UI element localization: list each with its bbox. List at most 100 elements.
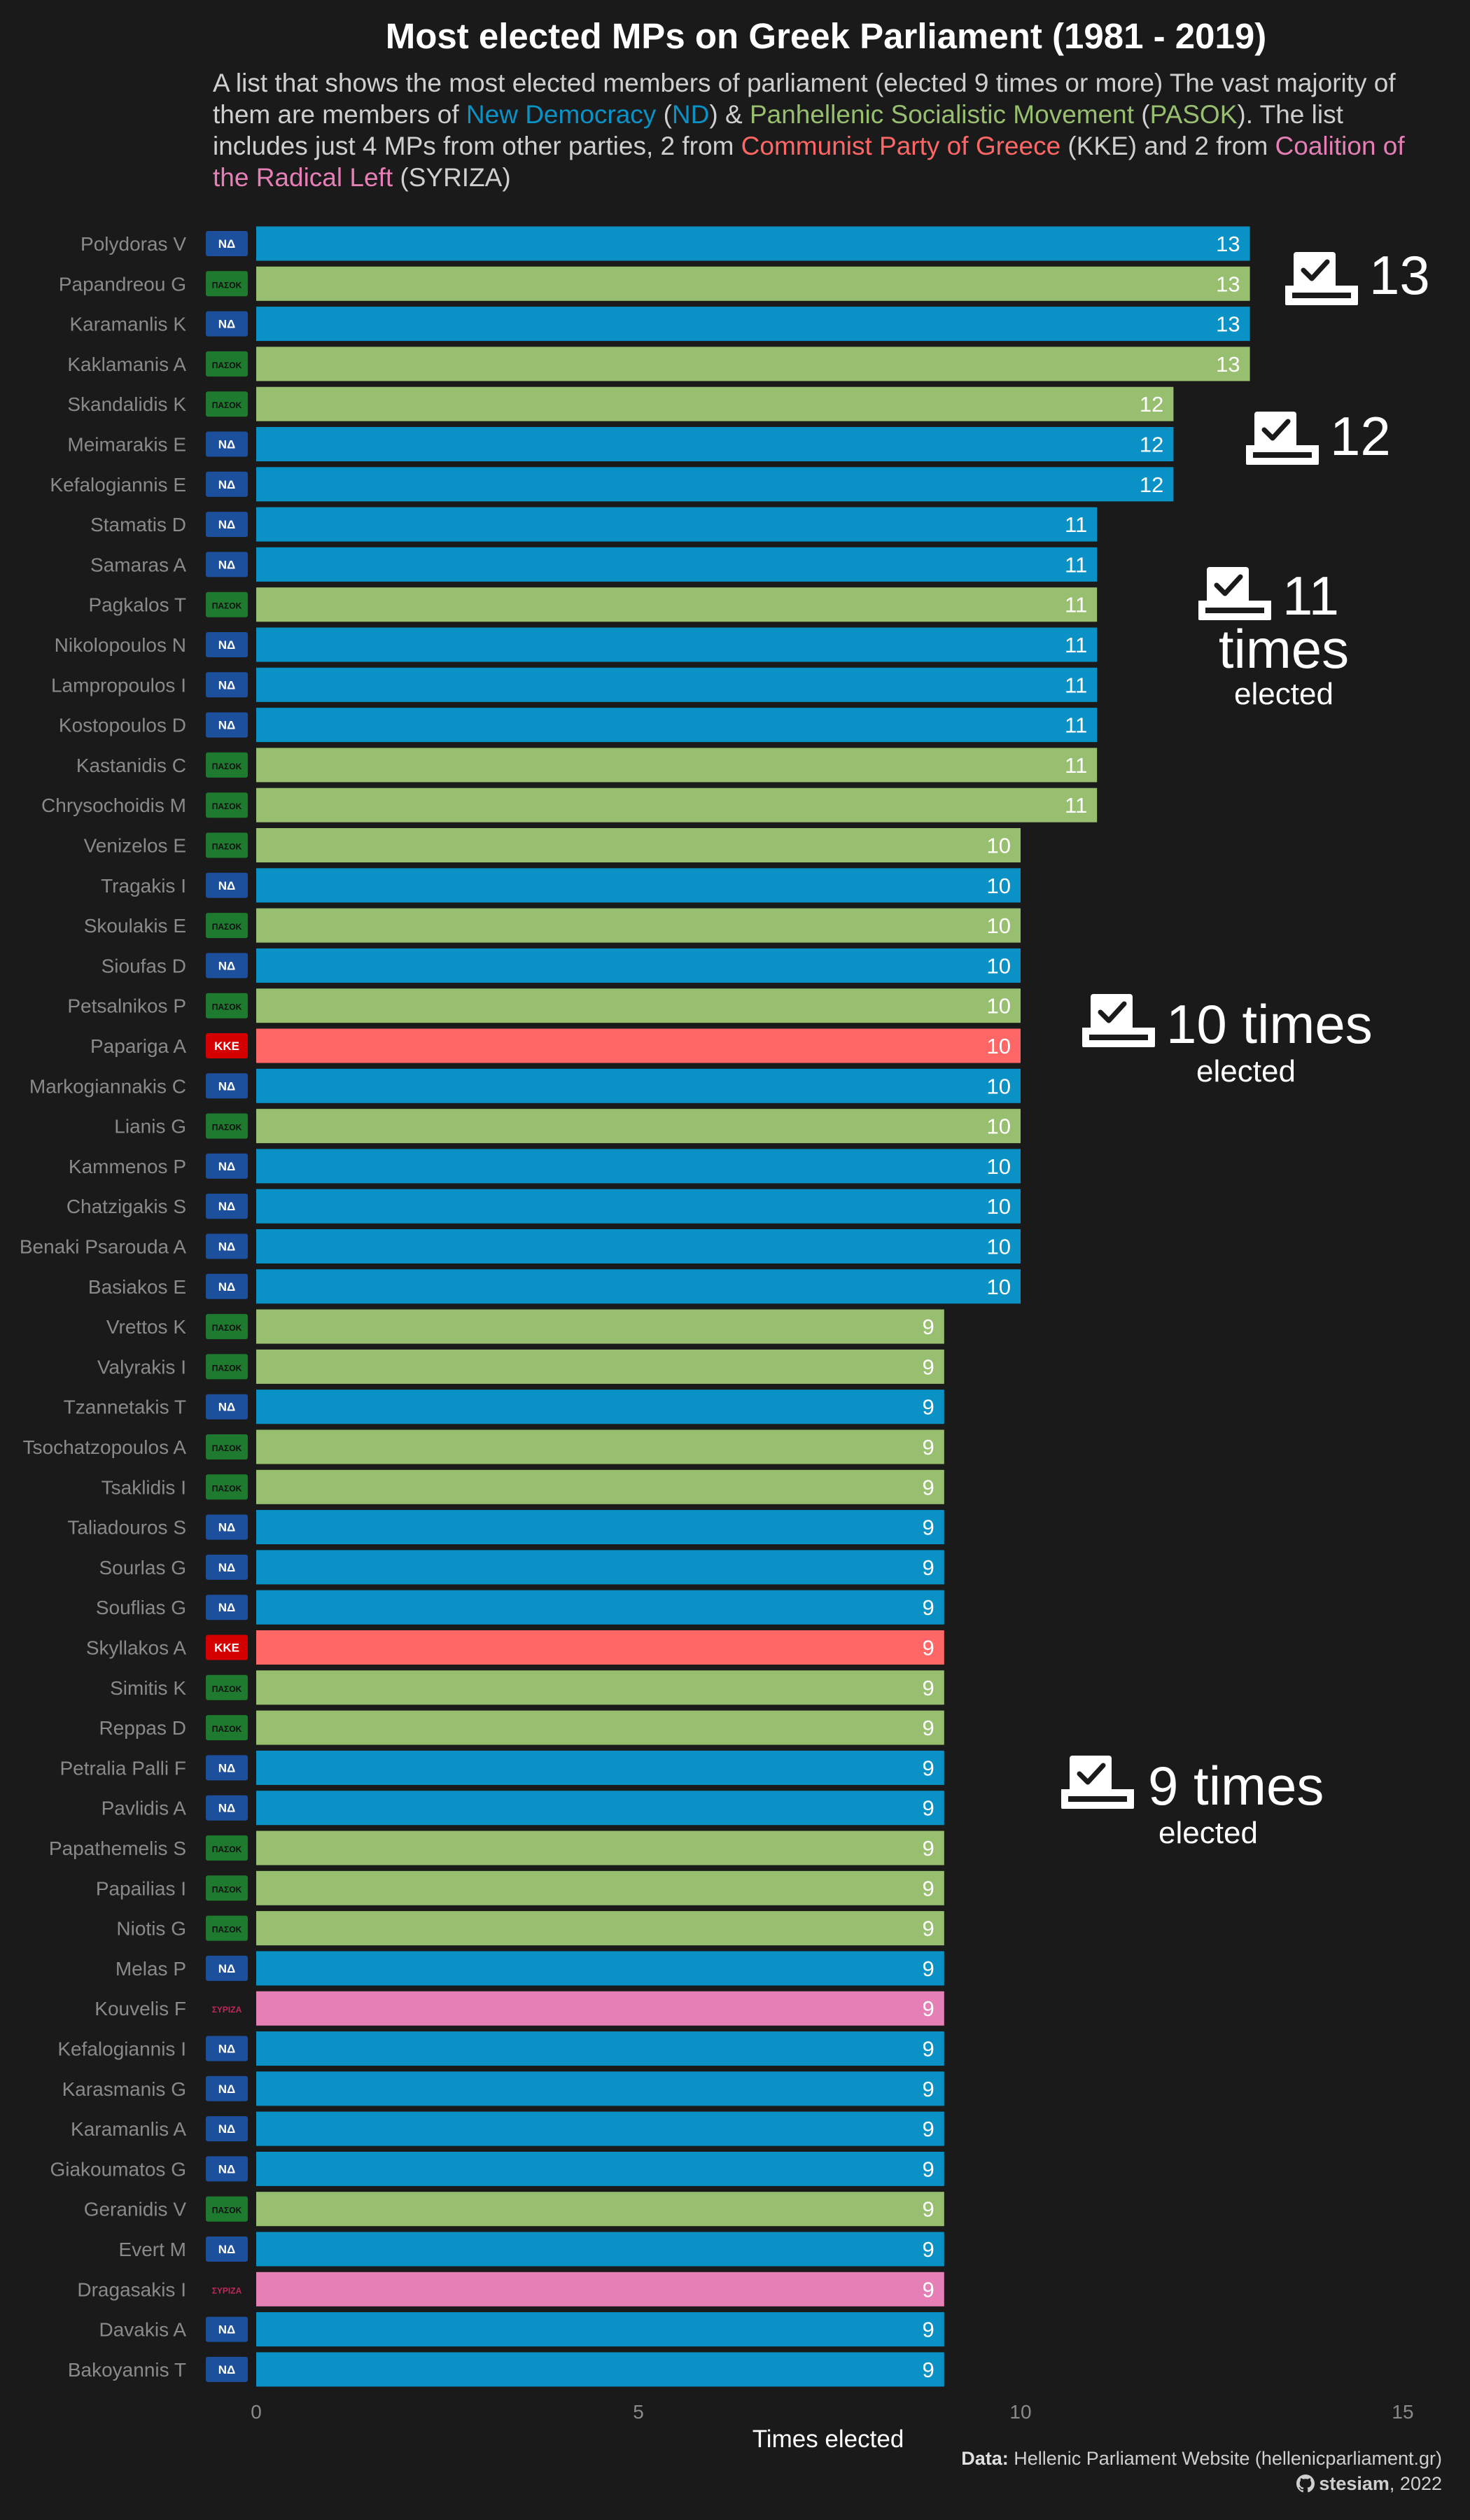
bar-value-label: 9 — [923, 2157, 934, 2181]
mp-name-label: Tsochatzopoulos A — [23, 1436, 187, 1458]
bar — [256, 1791, 944, 1826]
party-logo-icon: ΠΑΣΟΚ — [206, 993, 248, 1018]
bar-value-label: 10 — [987, 953, 1011, 978]
party-logo-icon: ΠΑΣΟΚ — [206, 752, 248, 778]
party-logo-badge — [206, 1595, 248, 1620]
party-logo-icon: ΠΑΣΟΚ — [206, 592, 248, 617]
party-logo-badge — [206, 993, 248, 1018]
party-logo-text: ΝΔ — [218, 478, 236, 491]
party-logo-text: ΝΔ — [218, 1962, 236, 1975]
party-logo-icon: ΠΑΣΟΚ — [206, 1915, 248, 1941]
party-logo-icon: ΣΥΡΙΖΑ — [206, 2276, 248, 2302]
party-logo-icon: ΝΔ — [206, 2076, 248, 2101]
party-logo-badge — [206, 953, 248, 979]
party-logo-icon: ΠΑΣΟΚ — [206, 2196, 248, 2222]
data-source: Data: Hellenic Parliament Website (helle… — [961, 2448, 1442, 2470]
bar — [256, 1710, 944, 1745]
party-logo-text: ΠΑΣΟΚ — [212, 922, 242, 932]
author-credit: stesiam, 2022 — [1296, 2473, 1442, 2495]
party-logo-text: ΠΑΣΟΚ — [212, 601, 242, 611]
bar — [256, 667, 1098, 702]
party-logo-badge — [206, 391, 248, 417]
party-logo-badge — [206, 752, 248, 778]
party-logo-badge — [206, 1835, 248, 1861]
party-logo-badge — [206, 1674, 248, 1700]
mp-name-label: Melas P — [115, 1958, 186, 1980]
subtitle-pasok-name: Panhellenic Socialistic Movement — [749, 100, 1135, 129]
party-logo-badge — [206, 2116, 248, 2142]
party-logo-text: ΝΔ — [218, 237, 236, 251]
party-logo-badge — [206, 1434, 248, 1460]
bar-value-label: 9 — [923, 1676, 934, 1700]
party-logo-icon: ΝΔ — [206, 1394, 248, 1420]
mp-name-label: Reppas D — [99, 1717, 186, 1739]
party-logo-icon: ΝΔ — [206, 1273, 248, 1299]
mp-name-label: Bakoyannis T — [68, 2359, 186, 2381]
bar — [256, 988, 1021, 1023]
party-logo-icon: ΚΚΕ — [206, 1033, 248, 1058]
bar-value-label: 9 — [923, 1435, 934, 1460]
bar — [256, 1109, 1021, 1144]
bar — [256, 266, 1250, 301]
bar-value-label: 9 — [923, 1395, 934, 1420]
party-logo-text: ΝΔ — [218, 2323, 236, 2337]
party-logo-badge — [206, 792, 248, 818]
bar — [256, 2071, 944, 2106]
party-logo-text: ΠΑΣΟΚ — [212, 1123, 242, 1133]
source-text: Hellenic Parliament Website (hellenicpar… — [1014, 2448, 1442, 2469]
mp-name-label: Meimarakis E — [67, 434, 186, 456]
ballot-box-icon — [1285, 252, 1358, 305]
mp-name-label: Papathemelis S — [49, 1837, 186, 1859]
party-logo-badge — [206, 872, 248, 898]
party-logo-text: ΝΔ — [218, 1280, 236, 1294]
party-logo-text: ΝΔ — [218, 558, 236, 571]
mp-name-label: Kastanidis C — [76, 755, 186, 776]
party-logo-badge — [206, 431, 248, 457]
party-logo-icon: ΝΔ — [206, 2156, 248, 2182]
party-logo-text: ΝΔ — [218, 1160, 236, 1173]
mp-name-label: Tzannetakis T — [64, 1396, 186, 1418]
chart-title: Most elected MPs on Greek Parliament (19… — [385, 16, 1267, 56]
party-logo-text: ΠΑΣΟΚ — [212, 762, 242, 771]
party-logo-text: ΝΔ — [218, 2043, 236, 2056]
party-logo-badge — [206, 672, 248, 698]
bar-value-label: 11 — [1065, 713, 1087, 738]
bar — [256, 1068, 1021, 1103]
party-logo-badge — [206, 1153, 248, 1179]
party-logo-badge — [206, 632, 248, 657]
party-logo-icon: ΝΔ — [206, 311, 248, 337]
party-logo-text: ΚΚΕ — [214, 1642, 239, 1655]
party-logo-text: ΝΔ — [218, 2122, 236, 2136]
party-logo-icon: ΠΑΣΟΚ — [206, 1434, 248, 1460]
party-logo-icon: ΠΑΣΟΚ — [206, 1474, 248, 1500]
party-logo-icon: ΝΔ — [206, 1795, 248, 1821]
annotation-11-count: 11 — [1282, 565, 1339, 626]
party-logo-badge — [206, 1755, 248, 1781]
party-logo-text: ΝΔ — [218, 2243, 236, 2256]
bar — [256, 788, 1098, 822]
bar-value-label: 11 — [1065, 552, 1087, 577]
mp-name-label: Tragakis I — [101, 875, 186, 897]
bar-value-label: 9 — [923, 2077, 934, 2101]
party-logo-text: ΝΔ — [218, 1601, 236, 1614]
party-logo-badge — [206, 231, 248, 256]
party-logo-badge — [206, 552, 248, 578]
party-logo-badge — [206, 1194, 248, 1219]
credit-handle: stesiam — [1319, 2473, 1390, 2494]
party-logo-icon: ΝΔ — [206, 672, 248, 698]
party-logo-text: ΠΑΣΟΚ — [212, 1002, 242, 1012]
bar-value-label: 10 — [987, 874, 1011, 898]
party-logo-text: ΣΥΡΙΖΑ — [212, 2005, 242, 2015]
bar-value-label: 9 — [923, 2318, 934, 2342]
bar — [256, 1951, 944, 1986]
annotation-12-count: 12 — [1330, 405, 1391, 467]
bar-value-label: 10 — [987, 834, 1011, 858]
party-logo-badge — [206, 1634, 248, 1660]
bar — [256, 1229, 1021, 1264]
bar — [256, 627, 1098, 662]
bar — [256, 1590, 944, 1625]
party-logo-icon: ΠΑΣΟΚ — [206, 1674, 248, 1700]
party-logo-badge — [206, 1474, 248, 1500]
